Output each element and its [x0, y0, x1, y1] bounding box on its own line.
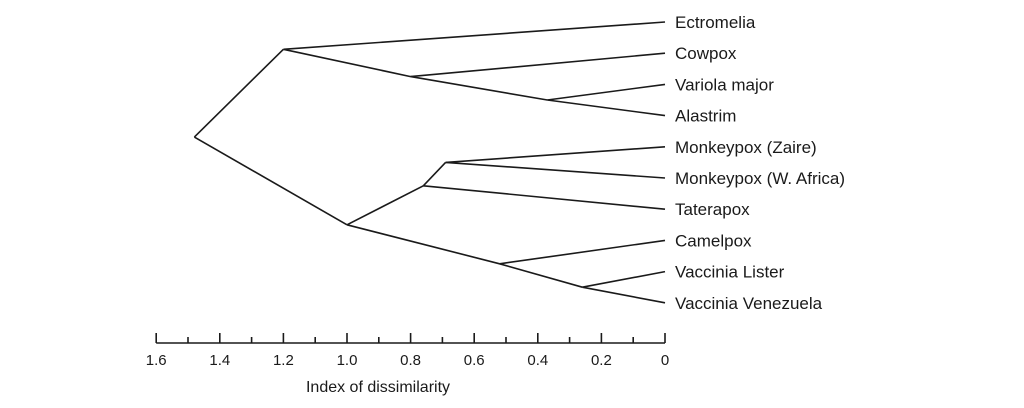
- leaf-labels-group: Ectromelia Cowpox Variola major Alastrim Mon…: [675, 13, 845, 313]
- leaf-label: Vaccinia Venezuela: [675, 294, 823, 313]
- branch-6-1: [283, 21, 666, 51]
- branch-5-1: [499, 239, 666, 265]
- leaf-label: Vaccinia Lister: [675, 263, 785, 282]
- axis-tick-label: 1.6: [146, 352, 167, 369]
- axis-tick-label: 1.2: [273, 352, 294, 369]
- leaf-label: Alastrim: [675, 107, 736, 126]
- branch-4-0: [422, 161, 447, 187]
- leaf-label: Cowpox: [675, 44, 737, 63]
- branches-group: [193, 21, 666, 304]
- branch-0-1: [547, 99, 666, 117]
- branch-5-0: [499, 263, 583, 288]
- axis-tick-label: 0.8: [400, 352, 421, 369]
- branch-3-0: [410, 75, 548, 101]
- branch-2-1: [582, 286, 666, 304]
- axis-tick-label: 0: [661, 352, 669, 369]
- leaf-label: Camelpox: [675, 231, 752, 250]
- branch-3-1: [410, 52, 666, 78]
- branch-8-1: [193, 48, 284, 138]
- branch-1-0: [445, 146, 666, 164]
- dissimilarity-axis: 1.6 1.4 1.2 1.0 0.8 0.6 0.4 0.2 0: [146, 333, 669, 369]
- branch-2-0: [582, 270, 666, 288]
- leaf-label: Monkeypox (W. Africa): [675, 169, 845, 188]
- branch-1-1: [445, 161, 666, 179]
- axis-tick-label: 1.4: [209, 352, 230, 369]
- branch-7-0: [346, 185, 424, 226]
- axis-title: Index of dissimilarity: [306, 379, 450, 396]
- axis-tick-label: 0.6: [464, 352, 485, 369]
- axis-tick-label: 0.4: [527, 352, 548, 369]
- branch-8-0: [193, 136, 348, 226]
- branch-6-0: [283, 48, 411, 78]
- axis-tick-label: 0.2: [591, 352, 612, 369]
- branch-7-1: [346, 224, 500, 265]
- leaf-label: Ectromelia: [675, 13, 756, 32]
- leaf-label: Variola major: [675, 75, 774, 94]
- branch-4-1: [423, 185, 666, 210]
- branch-0-0: [547, 83, 666, 101]
- leaf-label: Monkeypox (Zaire): [675, 138, 817, 157]
- axis-tick-label: 1.0: [337, 352, 358, 369]
- leaf-label: Taterapox: [675, 200, 750, 219]
